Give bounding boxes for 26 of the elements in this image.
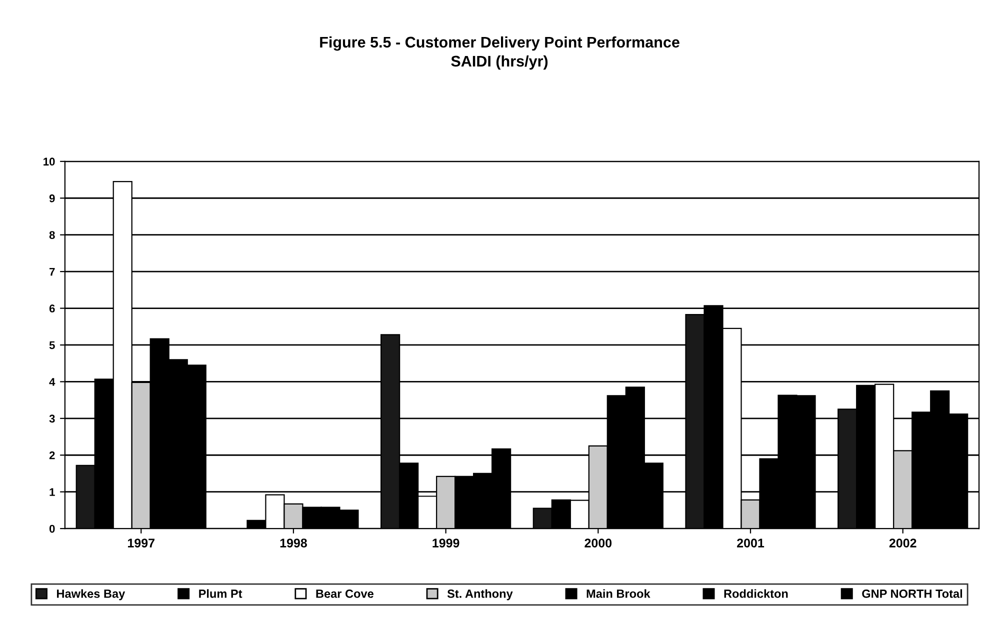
legend-label: Main Brook xyxy=(586,589,650,598)
legend-label: Roddickton xyxy=(724,589,788,598)
y-tick-label: 6 xyxy=(49,304,55,312)
y-tick-label: 2 xyxy=(49,451,55,460)
y-tick-label: 1 xyxy=(50,488,55,496)
y-tick-label: 10 xyxy=(44,158,55,166)
x-tick-label: 2002 xyxy=(889,538,916,548)
legend-label: GNP NORTH Total xyxy=(862,589,962,598)
x-tick-label: 2000 xyxy=(584,538,612,548)
chart-title: Figure 5.5 - Customer Delivery Point Performance xyxy=(320,36,680,51)
legend-label: Bear Cove xyxy=(316,590,374,598)
chart-subtitle: SAIDI (hrs/yr) xyxy=(451,55,548,70)
x-tick-label: 1997 xyxy=(128,538,154,548)
y-tick-label: 9 xyxy=(49,194,55,202)
y-tick-label: 8 xyxy=(49,231,55,239)
y-tick-label: 7 xyxy=(50,268,55,276)
legend-label: St. Anthony xyxy=(447,589,513,600)
x-tick-label: 1999 xyxy=(432,538,460,548)
legend-label: Hawkes Bay xyxy=(57,589,126,600)
y-tick-label: 4 xyxy=(49,378,56,386)
y-tick-label: 3 xyxy=(49,414,55,423)
y-tick-label: 5 xyxy=(49,341,55,350)
legend-label: Plum Pt xyxy=(199,589,242,598)
x-tick-label: 1998 xyxy=(280,538,307,548)
y-tick-label: 0 xyxy=(49,524,55,533)
x-tick-label: 2001 xyxy=(737,538,764,548)
